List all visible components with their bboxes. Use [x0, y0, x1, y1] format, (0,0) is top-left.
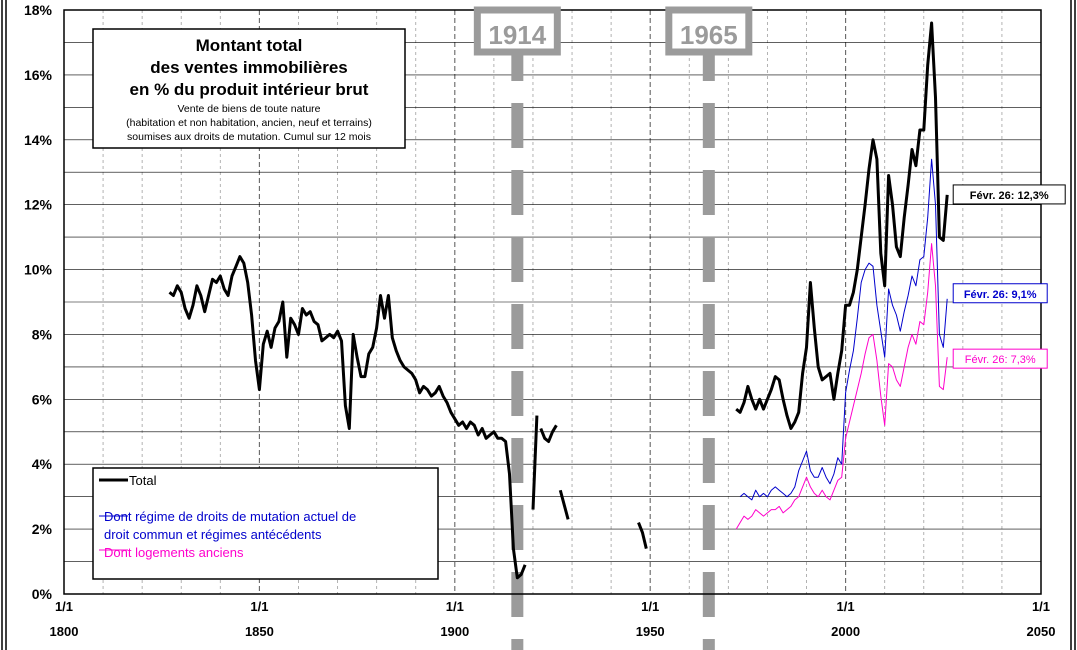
x-tick-label-line1: 1/1 — [55, 599, 73, 614]
x-tick-label-year: 1950 — [636, 624, 665, 639]
title-box: Montant total des ventes immobilières en… — [92, 28, 406, 149]
x-tick-label-year: 2050 — [1027, 624, 1056, 639]
chart-title-line-2: des ventes immobilières — [150, 58, 347, 77]
y-tick-label: 18% — [24, 2, 53, 18]
period-marker-box-1914 — [473, 6, 561, 56]
annotation-box-logements_anciens — [952, 348, 1048, 369]
period-marker-label-1914: 1914 — [488, 20, 546, 50]
series-logements_anciens-segment-0 — [735, 243, 948, 530]
period-marker-labels: 1914 1965 — [473, 6, 753, 56]
annotation-box-droit_commun — [952, 283, 1048, 304]
period-markers — [511, 36, 715, 650]
y-tick-label: 14% — [24, 132, 53, 148]
series-total-segment-4 — [637, 522, 648, 549]
axes: 0% 2% 4% 6% 8% 10% 12% 14% 16% 18% 1/1 1800 1/1 1850 1… — [24, 2, 1055, 639]
series-total-segment-3 — [558, 489, 570, 520]
annotation-label-droit_commun: Févr. 26: 9,1% — [964, 289, 1037, 301]
chart-title-line-3: en % du produit intérieur brut — [130, 80, 369, 99]
y-tick-label: 16% — [24, 67, 53, 83]
series-lines — [168, 21, 949, 580]
legend-label-total: Total — [129, 473, 157, 488]
x-tick-label-line1: 1/1 — [1032, 599, 1050, 614]
chart-title-line-1: Montant total — [196, 36, 303, 55]
y-tick-label: 6% — [32, 391, 53, 407]
value-annotations: Févr. 26: 12,3% Févr. 26: 9,1% Févr. 26: 7… — [952, 184, 1066, 369]
legend-label-droit-commun-line-2: droit commun et régimes antécédents — [104, 527, 322, 542]
chart-subtitle-line-2: (habitation et non habitation, ancien, n… — [126, 117, 372, 129]
series-total-segment-0 — [168, 255, 527, 580]
x-tick-label-line1: 1/1 — [250, 599, 268, 614]
legend: Total Dont régime de droits de mutation … — [92, 467, 439, 580]
y-tick-label: 12% — [24, 197, 53, 213]
series-droit_commun-segment-0 — [739, 158, 948, 501]
chart-subtitle-line-3: soumises aux droits de mutation. Cumul s… — [127, 131, 371, 143]
period-marker-box-1965 — [665, 6, 753, 56]
series-total-segment-5 — [735, 21, 949, 430]
x-tick-label-year: 1850 — [245, 624, 274, 639]
legend-label-logements-anciens: Dont logements anciens — [104, 545, 244, 560]
x-tick-label-line1: 1/1 — [641, 599, 659, 614]
x-tick-label-year: 1800 — [50, 624, 79, 639]
annotation-box-total — [952, 184, 1066, 205]
x-tick-label-line1: 1/1 — [837, 599, 855, 614]
y-tick-label: 2% — [32, 521, 53, 537]
x-tick-label-year: 2000 — [831, 624, 860, 639]
x-tick-label-line1: 1/1 — [446, 599, 464, 614]
annotation-label-logements_anciens: Févr. 26: 7,3% — [965, 354, 1036, 366]
annotation-label-total: Févr. 26: 12,3% — [970, 190, 1049, 202]
y-tick-label: 10% — [24, 262, 53, 278]
series-total-segment-1 — [531, 415, 539, 510]
series-total-segment-2 — [539, 424, 558, 443]
legend-label-droit-commun-line-1: Dont régime de droits de mutation actuel… — [104, 509, 356, 524]
x-tick-label-year: 1900 — [440, 624, 469, 639]
period-marker-label-1965: 1965 — [680, 20, 738, 50]
chart-subtitle-line-1: Vente de biens de toute nature — [177, 103, 320, 115]
y-tick-label: 4% — [32, 456, 53, 472]
y-tick-label: 0% — [32, 586, 53, 602]
y-tick-label: 8% — [32, 326, 53, 342]
